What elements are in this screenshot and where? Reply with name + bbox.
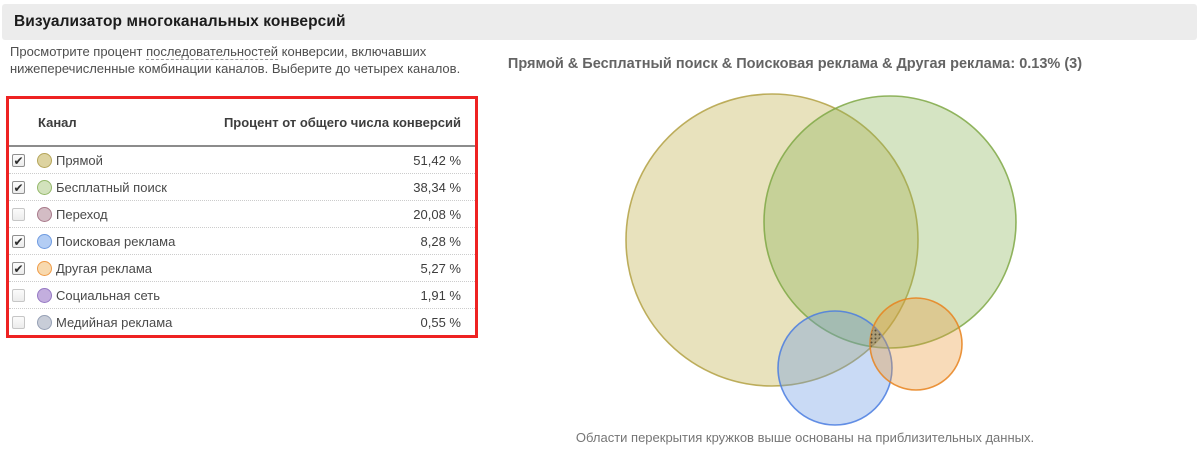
table-row: ✔ Другая реклама 5,27 %: [9, 254, 475, 281]
tooltip-term[interactable]: последовательностей: [146, 44, 279, 60]
table-row: Медийная реклама 0,55 %: [9, 308, 475, 335]
table-row: ✔ Поисковая реклама 8,28 %: [9, 227, 475, 254]
channel-label: Другая реклама: [56, 260, 153, 276]
venn-circle-paid-search[interactable]: [777, 310, 893, 426]
channel-percent: 8,28 %: [420, 233, 461, 249]
channel-percent: 38,34 %: [413, 179, 461, 195]
channel-label: Поисковая реклама: [56, 233, 176, 249]
channel-checkbox[interactable]: ✔: [12, 261, 25, 276]
channel-color-swatch: [37, 287, 52, 303]
channel-percent: 51,42 %: [413, 152, 461, 168]
page-title-bar: Визуализатор многоканальных конверсий: [2, 4, 1197, 40]
channel-label: Переход: [56, 206, 108, 222]
table-body: ✔ Прямой 51,42 % ✔ Бесплатный поиск 38,34 % Пе…: [9, 147, 475, 335]
channel-color-swatch: [37, 260, 52, 276]
channel-checkbox[interactable]: ✔: [12, 153, 25, 168]
channel-color-swatch: [37, 206, 52, 222]
channel-percent: 0,55 %: [420, 314, 461, 330]
channel-color-swatch: [37, 314, 52, 330]
channel-label: Прямой: [56, 152, 103, 168]
channel-checkbox[interactable]: [12, 315, 25, 329]
table-header-row: Канал Процент от общего числа конверсий: [9, 99, 475, 147]
channel-label: Медийная реклама: [56, 314, 173, 330]
channel-checkbox[interactable]: ✔: [12, 234, 25, 249]
channel-label: Социальная сеть: [56, 287, 160, 303]
table-row: ✔ Бесплатный поиск 38,34 %: [9, 173, 475, 200]
channel-checkbox[interactable]: [12, 288, 25, 302]
venn-diagram: [490, 85, 1200, 435]
table-row: ✔ Прямой 51,42 %: [9, 147, 475, 173]
channel-checkbox[interactable]: [12, 207, 25, 221]
venn-combination-title: Прямой & Бесплатный поиск & Поисковая ре…: [507, 56, 1083, 72]
intro-text: Просмотрите процент последовательностей …: [10, 44, 462, 77]
channel-label: Бесплатный поиск: [56, 179, 167, 195]
intro-text-end: конверсии, включавших нижеперечисленные …: [10, 44, 461, 76]
table-row: Социальная сеть 1,91 %: [9, 281, 475, 308]
channel-color-swatch: [37, 179, 52, 195]
channel-checkbox[interactable]: ✔: [12, 180, 25, 195]
page-title: Визуализатор многоканальных конверсий: [14, 13, 346, 30]
venn-caption: Области перекрытия кружков выше основаны…: [575, 430, 1035, 445]
channel-table: Канал Процент от общего числа конверсий …: [6, 96, 478, 338]
channel-color-swatch: [37, 152, 52, 168]
column-header-channel: Канал: [38, 114, 77, 130]
intro-text-start: Просмотрите процент: [10, 44, 147, 59]
table-row: Переход 20,08 %: [9, 200, 475, 227]
channel-percent: 1,91 %: [420, 287, 461, 303]
venn-circle-organic-search[interactable]: [763, 95, 1017, 349]
channel-percent: 20,08 %: [413, 206, 461, 222]
channel-color-swatch: [37, 233, 52, 249]
column-header-percent: Процент от общего числа конверсий: [223, 114, 461, 130]
channel-percent: 5,27 %: [420, 260, 461, 276]
venn-circle-direct[interactable]: [625, 93, 919, 387]
venn-circle-other-advertising[interactable]: [869, 297, 963, 391]
